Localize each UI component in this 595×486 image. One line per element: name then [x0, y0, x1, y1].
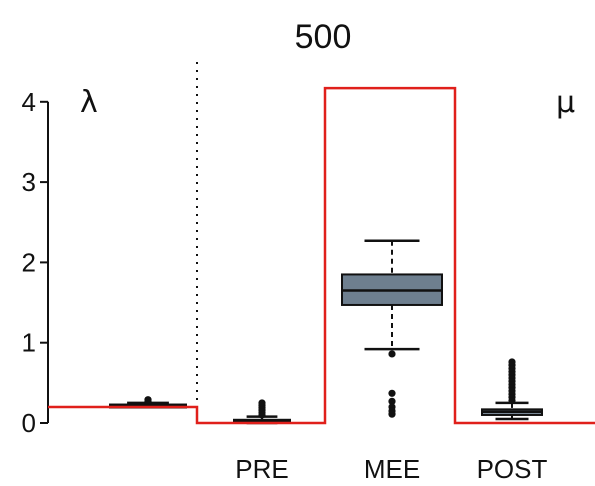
true-value-line [48, 86, 595, 425]
boxplot-post [481, 358, 543, 421]
y-tick-label: 3 [22, 167, 36, 197]
y-tick-label: 4 [22, 87, 36, 117]
outlier-point [388, 389, 396, 397]
y-tick-label: 2 [22, 247, 36, 277]
outlier-point [258, 399, 266, 407]
chart-title: 500 [295, 18, 352, 56]
mu-label: μ [556, 85, 575, 120]
outlier-point [388, 410, 396, 418]
boxplot-pre [233, 399, 291, 425]
y-axis: 0 1 2 3 4 [22, 87, 49, 438]
outlier-point [144, 396, 152, 404]
outlier-point [388, 350, 396, 358]
y-tick-label: 1 [22, 328, 36, 358]
y-tick-label: 0 [22, 408, 36, 438]
outlier-point [508, 358, 516, 366]
x-label-pre: PRE [235, 454, 288, 484]
lambda-label: λ [80, 85, 98, 120]
outlier-point [388, 397, 396, 405]
x-label-mee: MEE [364, 454, 420, 484]
x-label-post: POST [477, 454, 548, 484]
x-axis-labels: PRE MEE POST [235, 454, 547, 484]
boxplot-mee [341, 239, 443, 418]
